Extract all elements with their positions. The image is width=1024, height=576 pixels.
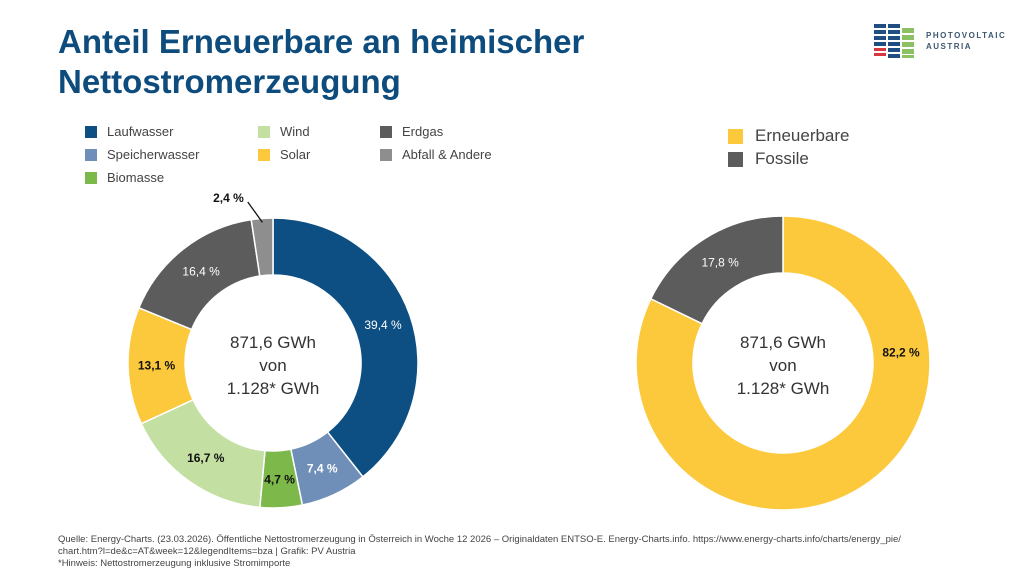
legend-swatch bbox=[85, 148, 97, 161]
legend-label: Erneuerbare bbox=[755, 126, 850, 145]
pv-austria-logo: PHOTOVOLTAIC AUSTRIA bbox=[874, 22, 1006, 60]
center-total: 871,6 GWh bbox=[740, 333, 826, 352]
legend-item: Speicherwasser bbox=[85, 147, 200, 162]
slice-erneuerbare bbox=[635, 215, 931, 511]
title-line-2: Nettostromerzeugung bbox=[58, 63, 401, 100]
center-von: von bbox=[259, 356, 287, 375]
slice-fossile bbox=[649, 215, 784, 325]
legend-swatch bbox=[85, 125, 97, 138]
page-title: Anteil Erneuerbare an heimischer Nettost… bbox=[58, 22, 698, 102]
legend-item: Wind bbox=[258, 124, 310, 139]
data-label: 39,4 % bbox=[364, 318, 402, 332]
legend-item: Laufwasser bbox=[85, 124, 173, 139]
data-label: 2,4 % bbox=[213, 191, 244, 205]
footer-line-3: *Hinweis: Nettostromerzeugung inklusive … bbox=[58, 558, 291, 569]
data-label: 13,1 % bbox=[138, 358, 176, 372]
legend-swatch bbox=[380, 125, 392, 138]
data-label: 4,7 % bbox=[264, 472, 295, 486]
legend-item: Solar bbox=[258, 147, 310, 162]
center-von: von bbox=[769, 356, 797, 375]
data-label: 16,4 % bbox=[182, 264, 220, 278]
footer-line-2: chart.htm?l=de&c=AT&week=12&legendItems=… bbox=[58, 546, 356, 557]
legend-swatch bbox=[258, 125, 270, 138]
legend-swatch bbox=[728, 128, 743, 144]
logo-text-line-1: PHOTOVOLTAIC bbox=[926, 31, 1007, 40]
legend-label: Wind bbox=[280, 124, 310, 139]
legend-label: Fossile bbox=[755, 149, 809, 168]
legend-swatch bbox=[258, 148, 270, 161]
source-footer: Quelle: Energy-Charts. (23.03.2026). Öff… bbox=[58, 534, 1008, 570]
legend-swatch bbox=[85, 171, 97, 184]
leader-line bbox=[247, 201, 263, 223]
data-label: 82,2 % bbox=[882, 346, 920, 360]
legend-item: Erneuerbare bbox=[728, 126, 850, 146]
data-label: 17,8 % bbox=[701, 256, 739, 270]
legend-item: Fossile bbox=[728, 149, 809, 169]
center-text-right: 871,6 GWh von 1.128* GWh bbox=[703, 331, 863, 400]
slice-abfall-andere bbox=[250, 217, 274, 277]
legend-swatch bbox=[380, 148, 392, 161]
legend-label: Abfall & Andere bbox=[402, 147, 492, 162]
logo-icon bbox=[874, 24, 914, 58]
legend-label: Erdgas bbox=[402, 124, 444, 139]
slice-laufwasser bbox=[272, 217, 419, 478]
legend-label: Laufwasser bbox=[107, 124, 174, 139]
legend-item: Erdgas bbox=[380, 124, 443, 139]
data-label: 7,4 % bbox=[307, 462, 338, 476]
center-gross: 1.128* GWh bbox=[226, 379, 320, 398]
legend-item: Abfall & Andere bbox=[380, 147, 492, 162]
data-label: 16,7 % bbox=[187, 451, 225, 465]
center-text-left: 871,6 GWh von 1.128* GWh bbox=[193, 331, 353, 400]
logo-text-line-2: AUSTRIA bbox=[926, 42, 973, 51]
title-line-1: Anteil Erneuerbare an heimischer bbox=[58, 23, 585, 60]
legend-swatch bbox=[728, 151, 743, 167]
legend-label: Speicherwasser bbox=[107, 147, 200, 162]
legend-item: Biomasse bbox=[85, 170, 164, 185]
legend-label: Solar bbox=[280, 147, 311, 162]
center-gross: 1.128* GWh bbox=[736, 379, 830, 398]
legend-label: Biomasse bbox=[107, 170, 165, 185]
footer-line-1: Quelle: Energy-Charts. (23.03.2026). Öff… bbox=[58, 534, 901, 545]
center-total: 871,6 GWh bbox=[230, 333, 316, 352]
